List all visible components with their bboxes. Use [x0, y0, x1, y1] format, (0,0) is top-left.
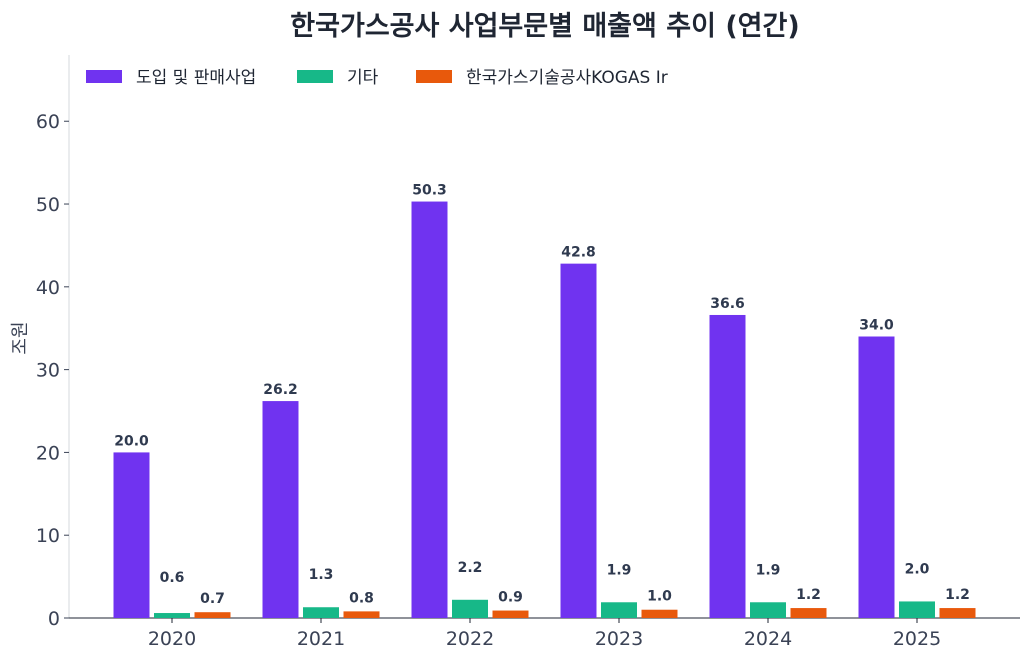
data-label: 20.0 — [114, 433, 149, 449]
bar — [899, 601, 935, 618]
data-label: 34.0 — [859, 318, 894, 334]
y-tick-label: 0 — [48, 608, 60, 630]
data-label: 2.0 — [905, 561, 930, 577]
data-label: 0.6 — [160, 570, 185, 586]
legend-item: 도입 및 판매사업 — [86, 68, 256, 88]
legend-label: 도입 및 판매사업 — [136, 68, 256, 88]
bar — [411, 201, 448, 618]
y-tick-label: 50 — [36, 194, 60, 216]
data-label: 1.2 — [945, 587, 970, 603]
bar — [262, 401, 299, 618]
bar — [601, 602, 637, 618]
data-label: 0.9 — [498, 590, 523, 606]
bar — [641, 609, 678, 618]
legend-swatch — [297, 70, 333, 83]
y-tick-label: 10 — [36, 525, 60, 547]
data-label: 36.6 — [710, 296, 745, 312]
legend-label: 기타 — [347, 68, 379, 88]
legend-item: 기타 — [297, 68, 379, 88]
y-tick-label: 30 — [36, 360, 60, 382]
data-labels: 20.0 0.6 0.7 26.2 1.3 0.8 50.3 2.2 0.9 42.8 1.9 1.0… — [114, 183, 970, 608]
y-axis-label: 조원 — [10, 321, 31, 354]
bar — [858, 336, 895, 618]
legend-item: 한국가스기술공사KOGAS Ir — [416, 68, 668, 88]
x-tick-label: 2021 — [297, 628, 345, 650]
data-label: 1.9 — [607, 562, 632, 578]
y-tick-label: 40 — [36, 277, 60, 299]
legend-label: 한국가스기술공사KOGAS Ir — [466, 68, 668, 88]
x-tick-label: 2020 — [148, 628, 196, 650]
data-label: 0.7 — [200, 591, 225, 607]
bar — [750, 602, 786, 618]
data-label: 0.8 — [349, 590, 374, 606]
y-tick-label: 60 — [36, 111, 60, 133]
data-label: 1.9 — [756, 562, 781, 578]
bar — [790, 608, 827, 618]
bar — [452, 599, 488, 618]
bars — [113, 201, 976, 618]
bar — [939, 608, 976, 618]
y-axis: 0 10 20 30 40 50 60 — [36, 55, 70, 630]
data-label: 2.2 — [458, 560, 483, 576]
y-tick-label: 20 — [36, 442, 60, 464]
x-tick-label: 2022 — [446, 628, 494, 650]
legend-swatch — [86, 70, 122, 83]
bar — [154, 613, 190, 618]
x-axis: 2020 2021 2022 2023 2024 2025 — [69, 617, 1020, 650]
x-tick-label: 2025 — [893, 628, 941, 650]
bar — [343, 611, 380, 618]
bar — [560, 263, 597, 618]
data-label: 1.2 — [796, 587, 821, 603]
bar — [492, 610, 529, 618]
bar — [113, 452, 150, 618]
data-label: 42.8 — [561, 245, 596, 261]
bar — [303, 607, 339, 618]
legend: 도입 및 판매사업 기타 한국가스기술공사KOGAS Ir — [86, 68, 668, 88]
x-tick-label: 2023 — [595, 628, 643, 650]
chart-title: 한국가스공사 사업부문별 매출액 추이 (연간) — [290, 11, 799, 42]
bar — [194, 612, 231, 618]
bar — [709, 314, 746, 618]
data-label: 1.0 — [647, 589, 672, 605]
data-label: 1.3 — [309, 567, 334, 583]
data-label: 50.3 — [412, 183, 447, 199]
legend-swatch — [416, 70, 452, 83]
data-label: 26.2 — [263, 382, 298, 398]
x-tick-label: 2024 — [744, 628, 792, 650]
